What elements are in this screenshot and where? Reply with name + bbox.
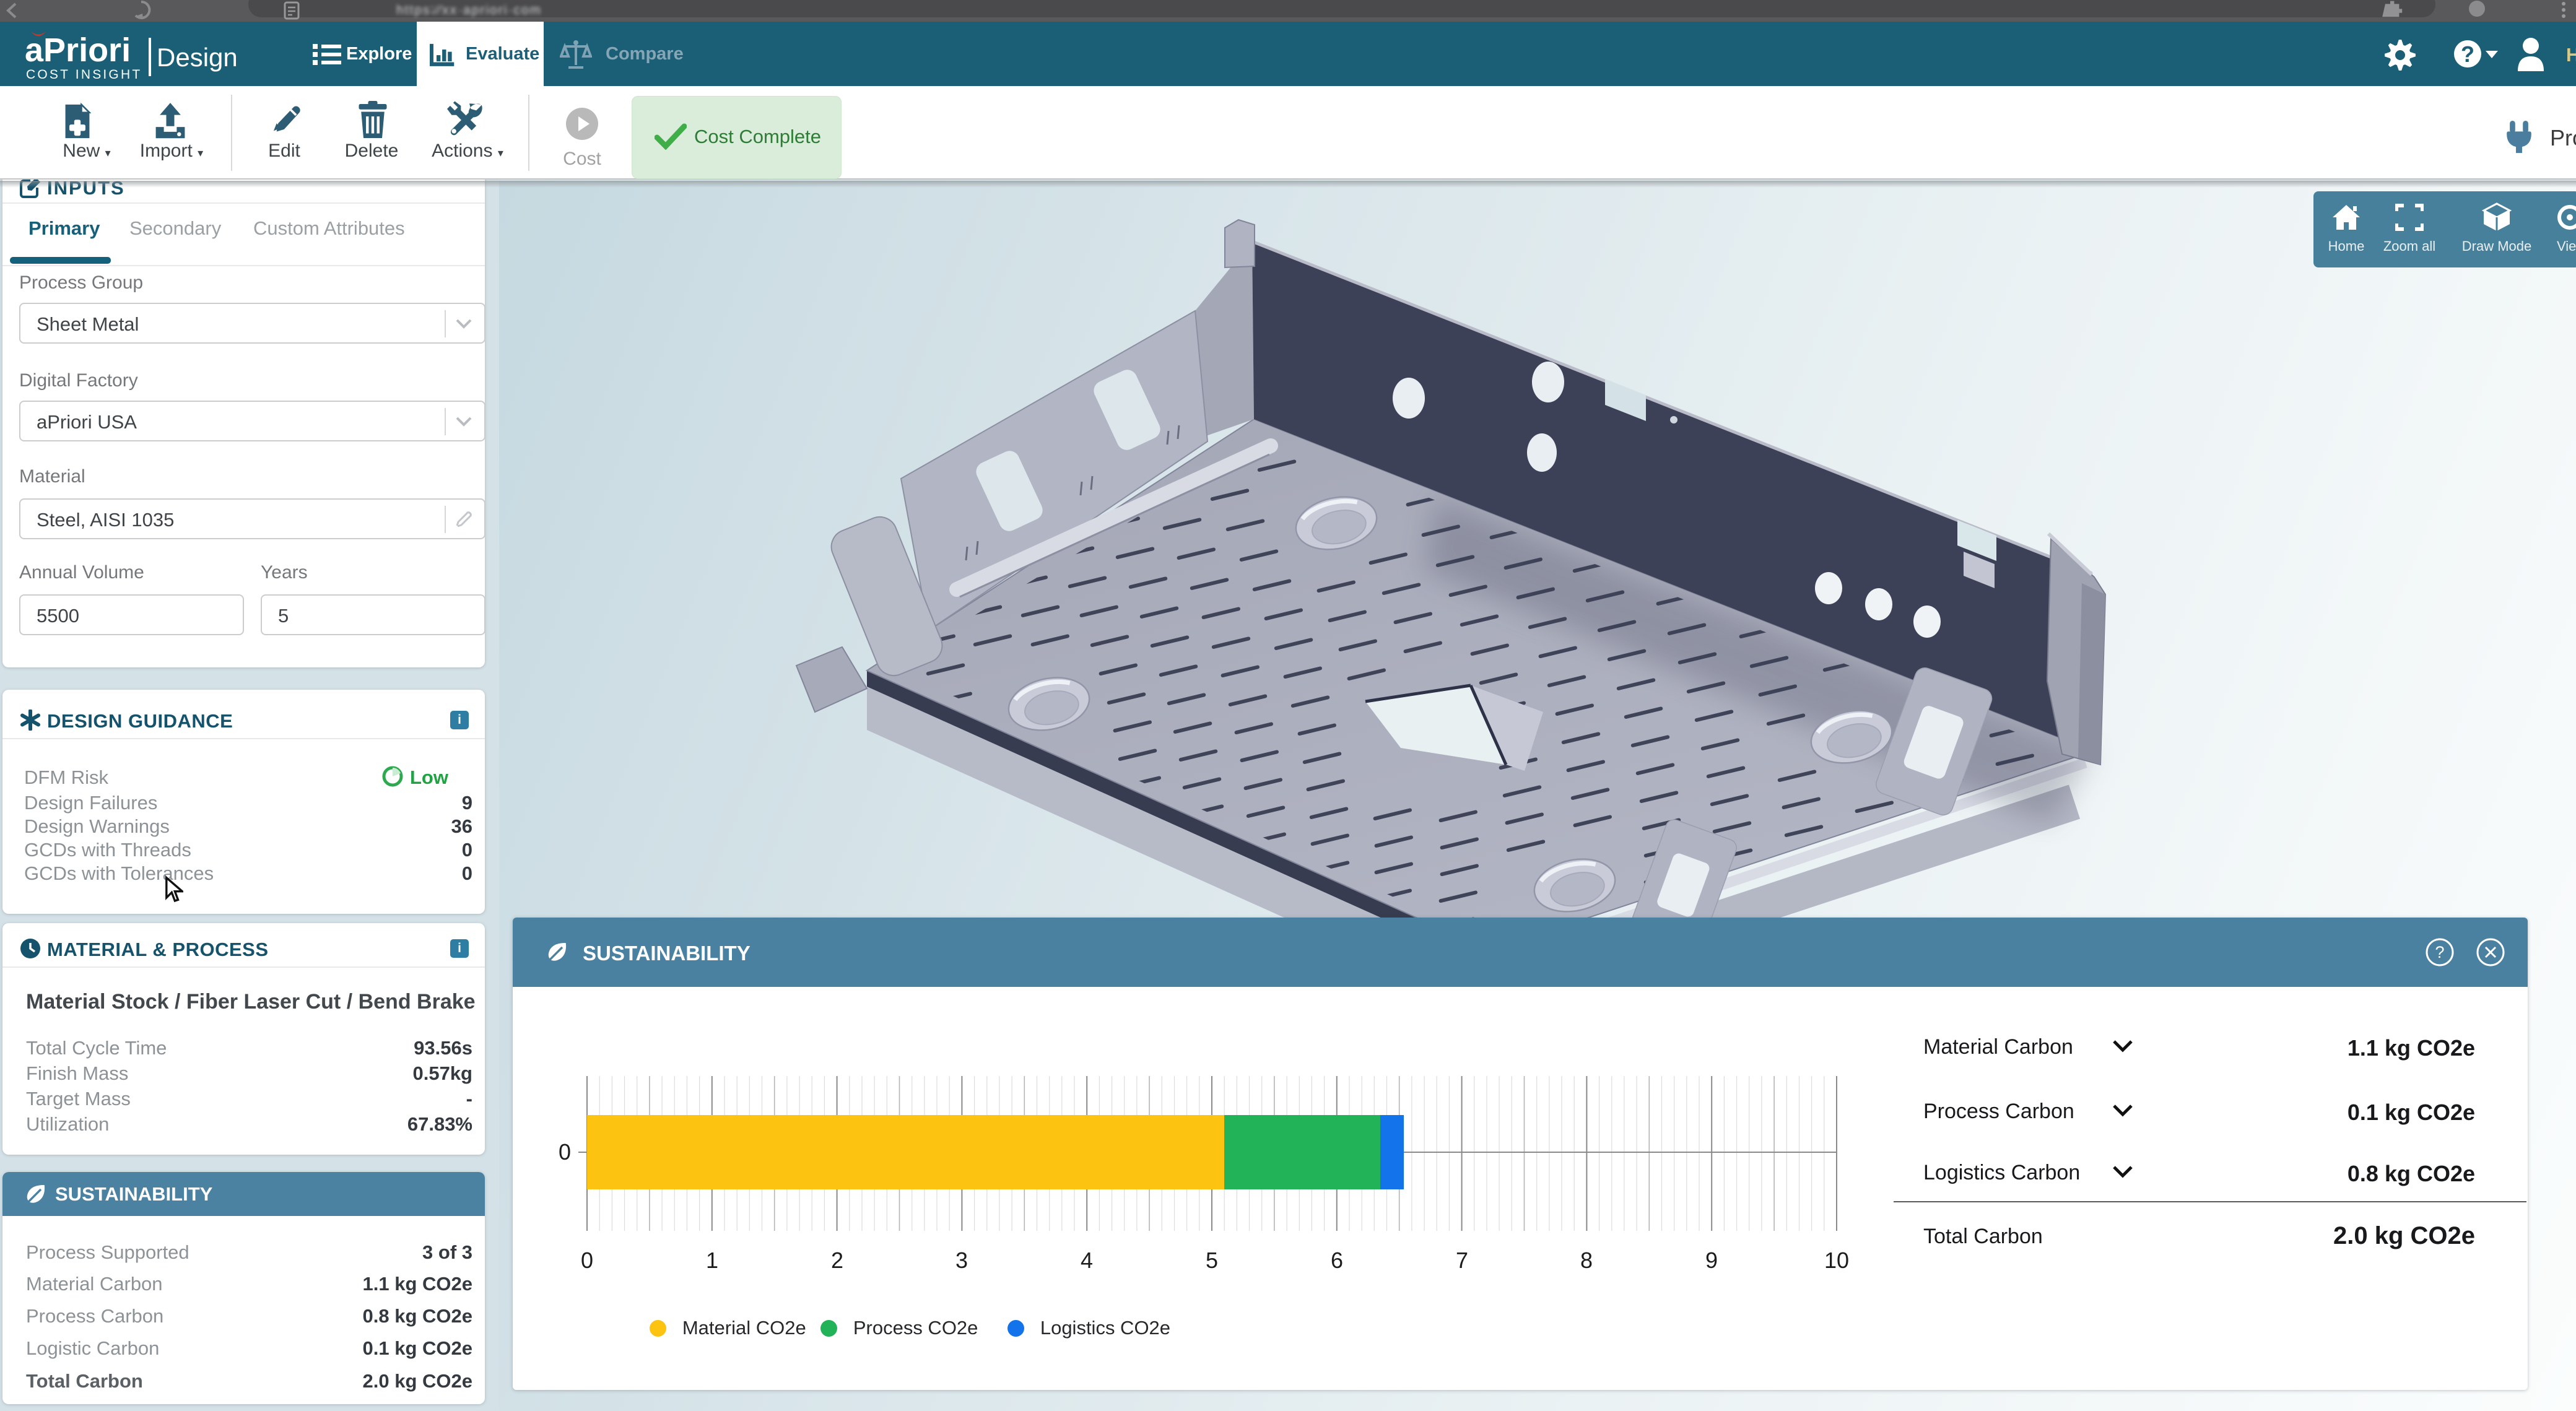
svg-text:5: 5 xyxy=(1206,1248,1218,1273)
svg-text:1: 1 xyxy=(706,1248,718,1273)
svg-text:?: ? xyxy=(2435,943,2444,962)
svg-text:8: 8 xyxy=(1580,1248,1593,1273)
svg-text:7: 7 xyxy=(1456,1248,1468,1273)
svg-text:COST INSIGHT: COST INSIGHT xyxy=(26,67,142,82)
svg-text:4: 4 xyxy=(1081,1248,1093,1273)
svg-text:6: 6 xyxy=(1331,1248,1343,1273)
svg-text:aPriori: aPriori xyxy=(25,32,131,69)
svg-text:0: 0 xyxy=(581,1248,593,1273)
svg-text:10: 10 xyxy=(1824,1248,1849,1273)
svg-text:0: 0 xyxy=(559,1139,571,1165)
svg-text:9: 9 xyxy=(1705,1248,1718,1273)
svg-text:?: ? xyxy=(2461,41,2474,67)
svg-text:Design: Design xyxy=(157,43,238,72)
svg-text:2: 2 xyxy=(831,1248,843,1273)
svg-text:3: 3 xyxy=(955,1248,968,1273)
